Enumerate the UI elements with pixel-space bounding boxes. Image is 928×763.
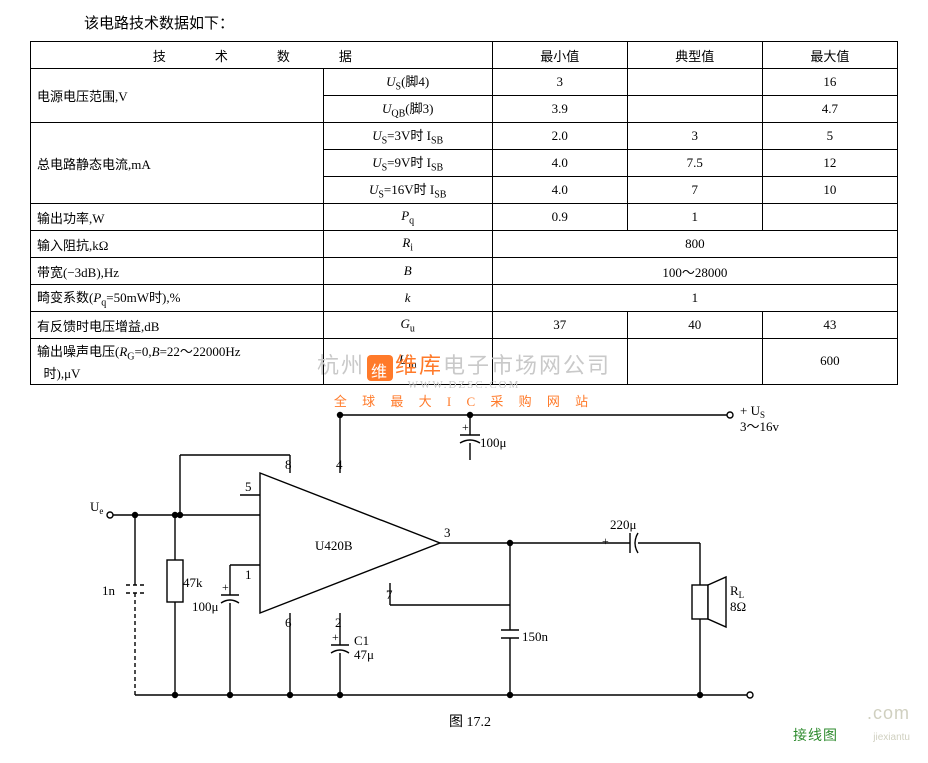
c1-name: C1: [354, 633, 369, 648]
param-cell: 输出功率,W: [31, 204, 324, 231]
circuit-svg: U420B 8 4 5 1 6 2 7 3 Ue 1n 47k 100μ C1 …: [90, 395, 850, 735]
sym-cell: Urn: [323, 339, 492, 385]
sym-cell: B: [323, 258, 492, 285]
table-row: 带宽(−3dB),Hz B 100～28000: [31, 258, 898, 285]
svg-text:+: +: [332, 630, 339, 644]
param-cell: 输入阻抗,kΩ: [31, 231, 324, 258]
sym-cell: k: [323, 285, 492, 312]
c1-val: 47μ: [354, 647, 374, 662]
param-cell: 带宽(−3dB),Hz: [31, 258, 324, 285]
table-row: 有反馈时电压增益,dB Gu 37 40 43: [31, 312, 898, 339]
table-row: 输出功率,W Pq 0.9 1: [31, 204, 898, 231]
table-row: 畸变系数(Pq=50mW时),% k 1: [31, 285, 898, 312]
param-cell: 畸变系数(Pq=50mW时),%: [31, 285, 324, 312]
svg-text:+: +: [602, 534, 609, 548]
typ-cell: [627, 96, 762, 123]
sym-cell: US(脚4): [323, 69, 492, 96]
svg-text:+: +: [222, 580, 229, 594]
hdr-max: 最大值: [762, 42, 897, 69]
param-cell: 有反馈时电压增益,dB: [31, 312, 324, 339]
figure-caption: 图 17.2: [90, 711, 850, 731]
sym-cell: UQB(脚3): [323, 96, 492, 123]
svg-text:6: 6: [285, 615, 292, 630]
min-cell: 3.9: [492, 96, 627, 123]
table-row: 输出噪声电压(RG=0,B=22～22000Hz 时),μV Urn 600: [31, 339, 898, 385]
param-cell: 总电路静态电流,mA: [31, 123, 324, 204]
sym-cell: Pq: [323, 204, 492, 231]
table-row: 输入阻抗,kΩ Ri 800: [31, 231, 898, 258]
param-cell: 输出噪声电压(RG=0,B=22～22000Hz 时),μV: [31, 339, 324, 385]
table-row: 电源电压范围,V US(脚4) 3 16: [31, 69, 898, 96]
svg-text:7: 7: [386, 587, 393, 602]
max-cell: 4.7: [762, 96, 897, 123]
svg-text:4: 4: [336, 457, 343, 472]
rl-val: 8Ω: [730, 599, 746, 614]
sym-cell: Gu: [323, 312, 492, 339]
table-row: 总电路静态电流,mA US=3V时 ISB 2.0 3 5: [31, 123, 898, 150]
table-header-row: 技 术 数 据 最小值 典型值 最大值: [31, 42, 898, 69]
svg-text:8: 8: [285, 457, 292, 472]
page-root: 该电路技术数据如下： 技 术 数 据 最小值 典型值 最大值 电源电压范围,V …: [0, 0, 928, 763]
corner-right-mark: .com jiexiantu: [867, 703, 910, 745]
rin-label: 47k: [183, 575, 203, 590]
merged-cell: 800: [492, 231, 897, 258]
spec-table: 技 术 数 据 最小值 典型值 最大值 电源电压范围,V US(脚4) 3 16…: [30, 41, 898, 385]
svg-text:2: 2: [335, 615, 342, 630]
circuit-diagram: U420B 8 4 5 1 6 2 7 3 Ue 1n 47k 100μ C1 …: [90, 395, 850, 735]
sym-cell: US=3V时 ISB: [323, 123, 492, 150]
vs-name: + US: [740, 403, 765, 420]
min-cell: 3: [492, 69, 627, 96]
intro-text: 该电路技术数据如下：: [84, 12, 898, 33]
ic-label: U420B: [315, 538, 353, 553]
c-pin7-label: 150n: [522, 629, 549, 644]
merged-cell: 1: [492, 285, 897, 312]
hdr-min: 最小值: [492, 42, 627, 69]
svg-text:5: 5: [245, 479, 252, 494]
hdr-param: 技 术 数 据: [31, 42, 493, 69]
c-supply-label: 100μ: [480, 435, 507, 450]
c-pin1-label: 100μ: [192, 599, 219, 614]
c-out-label: 220μ: [610, 517, 637, 532]
uin-label: Ue: [90, 499, 103, 516]
max-cell: 16: [762, 69, 897, 96]
svg-text:3: 3: [444, 525, 451, 540]
cin-label: 1n: [102, 583, 116, 598]
merged-cell: 100～28000: [492, 258, 897, 285]
corner-left-mark: 接线图: [793, 725, 838, 745]
sym-cell: US=16V时 ISB: [323, 177, 492, 204]
param-cell: 电源电压范围,V: [31, 69, 324, 123]
svg-text:1: 1: [245, 567, 252, 582]
sym-cell: US=9V时 ISB: [323, 150, 492, 177]
hdr-typ: 典型值: [627, 42, 762, 69]
rl-name: RL: [730, 583, 744, 600]
sym-cell: Ri: [323, 231, 492, 258]
svg-text:+: +: [462, 420, 469, 434]
typ-cell: [627, 69, 762, 96]
vs-range: 3～16v: [740, 419, 780, 434]
